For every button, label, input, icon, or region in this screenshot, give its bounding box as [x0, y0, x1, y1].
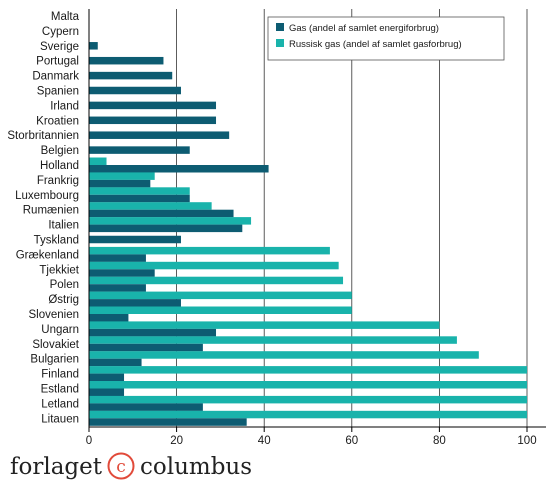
brand-mark-text: c [116, 457, 126, 477]
category-label: Danmark [32, 71, 79, 83]
bar-gas-22 [89, 343, 203, 352]
x-tick-label: 20 [170, 435, 183, 447]
bar-russisk-gas-27 [89, 410, 527, 419]
bar-russisk-gas-10 [89, 157, 107, 165]
category-label: Sverige [40, 41, 79, 53]
bar-russisk-gas-25 [89, 381, 527, 389]
bar-gas-21 [89, 328, 217, 337]
bar-russisk-gas-14 [89, 217, 252, 225]
bar-gas-11 [89, 179, 151, 188]
category-label: Tyskland [34, 235, 79, 247]
bar-gas-2 [89, 42, 98, 50]
bar-russisk-gas-17 [89, 261, 339, 270]
x-tick-label: 60 [345, 435, 358, 447]
category-labels: Malta Cypern Sverige Portugal Danmark Spanien… [7, 11, 79, 425]
category-label: Cypern [42, 26, 79, 38]
category-label: Ungarn [41, 324, 79, 336]
bar-russisk-gas-22 [89, 336, 457, 344]
legend-swatch [276, 23, 284, 31]
category-label: Luxembourg [15, 190, 79, 202]
category-label: Spanien [37, 86, 79, 98]
bar-gas-15 [89, 235, 181, 244]
category-label: Slovakiet [32, 339, 79, 351]
bar-gas-20 [89, 314, 129, 322]
bar-russisk-gas-11 [89, 172, 155, 180]
bar-gas-26 [89, 403, 203, 411]
category-label: Finland [41, 369, 79, 381]
bar-russisk-gas-26 [89, 395, 527, 404]
legend-label: Russisk gas (andel af samlet gasforbrug) [289, 39, 462, 50]
bar-gas-24 [89, 373, 125, 382]
category-label: Frankrig [37, 175, 79, 187]
category-label: Østrig [48, 294, 79, 306]
bar-russisk-gas-18 [89, 276, 344, 285]
category-label: Letland [41, 398, 79, 410]
legend: Gas (andel af samlet energiforbrug) Russi… [267, 16, 505, 61]
bar-gas-25 [89, 388, 125, 396]
bar-gas-19 [89, 299, 181, 307]
category-label: Tjekkiet [39, 264, 79, 276]
category-label: Irland [50, 100, 79, 112]
category-label: Slovenien [28, 309, 79, 321]
bar-russisk-gas-23 [89, 351, 479, 359]
category-label: Grækenland [16, 249, 79, 261]
category-label: Storbritannien [7, 130, 79, 142]
bars [89, 42, 527, 426]
bar-gas-18 [89, 284, 146, 292]
category-label: Estland [41, 384, 79, 396]
bar-gas-7 [89, 116, 217, 125]
bar-gas-16 [89, 254, 146, 262]
bar-gas-10 [89, 165, 269, 173]
bar-gas-4 [89, 71, 173, 80]
category-label: Italien [48, 220, 79, 232]
x-tick-label: 80 [433, 435, 446, 447]
legend-label: Gas (andel af samlet energiforbrug) [289, 23, 439, 34]
category-label: Litauen [41, 413, 79, 425]
bar-russisk-gas-13 [89, 202, 212, 210]
legend-box [267, 16, 505, 61]
category-label: Portugal [36, 56, 79, 68]
bar-russisk-gas-20 [89, 306, 352, 314]
x-tick-label: 40 [258, 435, 271, 447]
category-label: Holland [40, 160, 79, 172]
bar-gas-3 [89, 56, 164, 65]
category-label: Malta [51, 11, 80, 23]
bar-russisk-gas-19 [89, 291, 352, 300]
bar-russisk-gas-16 [89, 246, 330, 255]
x-tick-label: 100 [517, 435, 536, 447]
bar-gas-9 [89, 146, 190, 154]
bar-gas-17 [89, 269, 155, 277]
bar-russisk-gas-21 [89, 321, 440, 329]
bar-gas-13 [89, 209, 234, 218]
category-label: Kroatien [36, 115, 79, 127]
bar-gas-27 [89, 418, 247, 426]
x-axis: 0 20 40 60 80 100 [86, 9, 546, 447]
bar-gas-12 [89, 194, 190, 203]
category-label: Polen [50, 279, 79, 291]
category-label: Bulgarien [30, 354, 79, 366]
bar-gas-14 [89, 224, 243, 233]
category-label: Belgien [41, 145, 79, 157]
bar-russisk-gas-24 [89, 366, 527, 374]
bar-gas-23 [89, 358, 142, 367]
category-label: Rumænien [23, 205, 79, 217]
copyright-circle-icon [107, 452, 135, 480]
brand-left-text: forlaget [10, 454, 103, 480]
bar-gas-6 [89, 101, 217, 110]
publisher-logo: forlaget c columbus [10, 452, 252, 480]
legend-swatch [276, 39, 284, 47]
brand-right-text: columbus [140, 454, 252, 480]
bar-russisk-gas-12 [89, 187, 190, 195]
x-tick-label: 0 [86, 435, 92, 447]
bar-gas-8 [89, 131, 230, 139]
bar-gas-5 [89, 86, 181, 95]
